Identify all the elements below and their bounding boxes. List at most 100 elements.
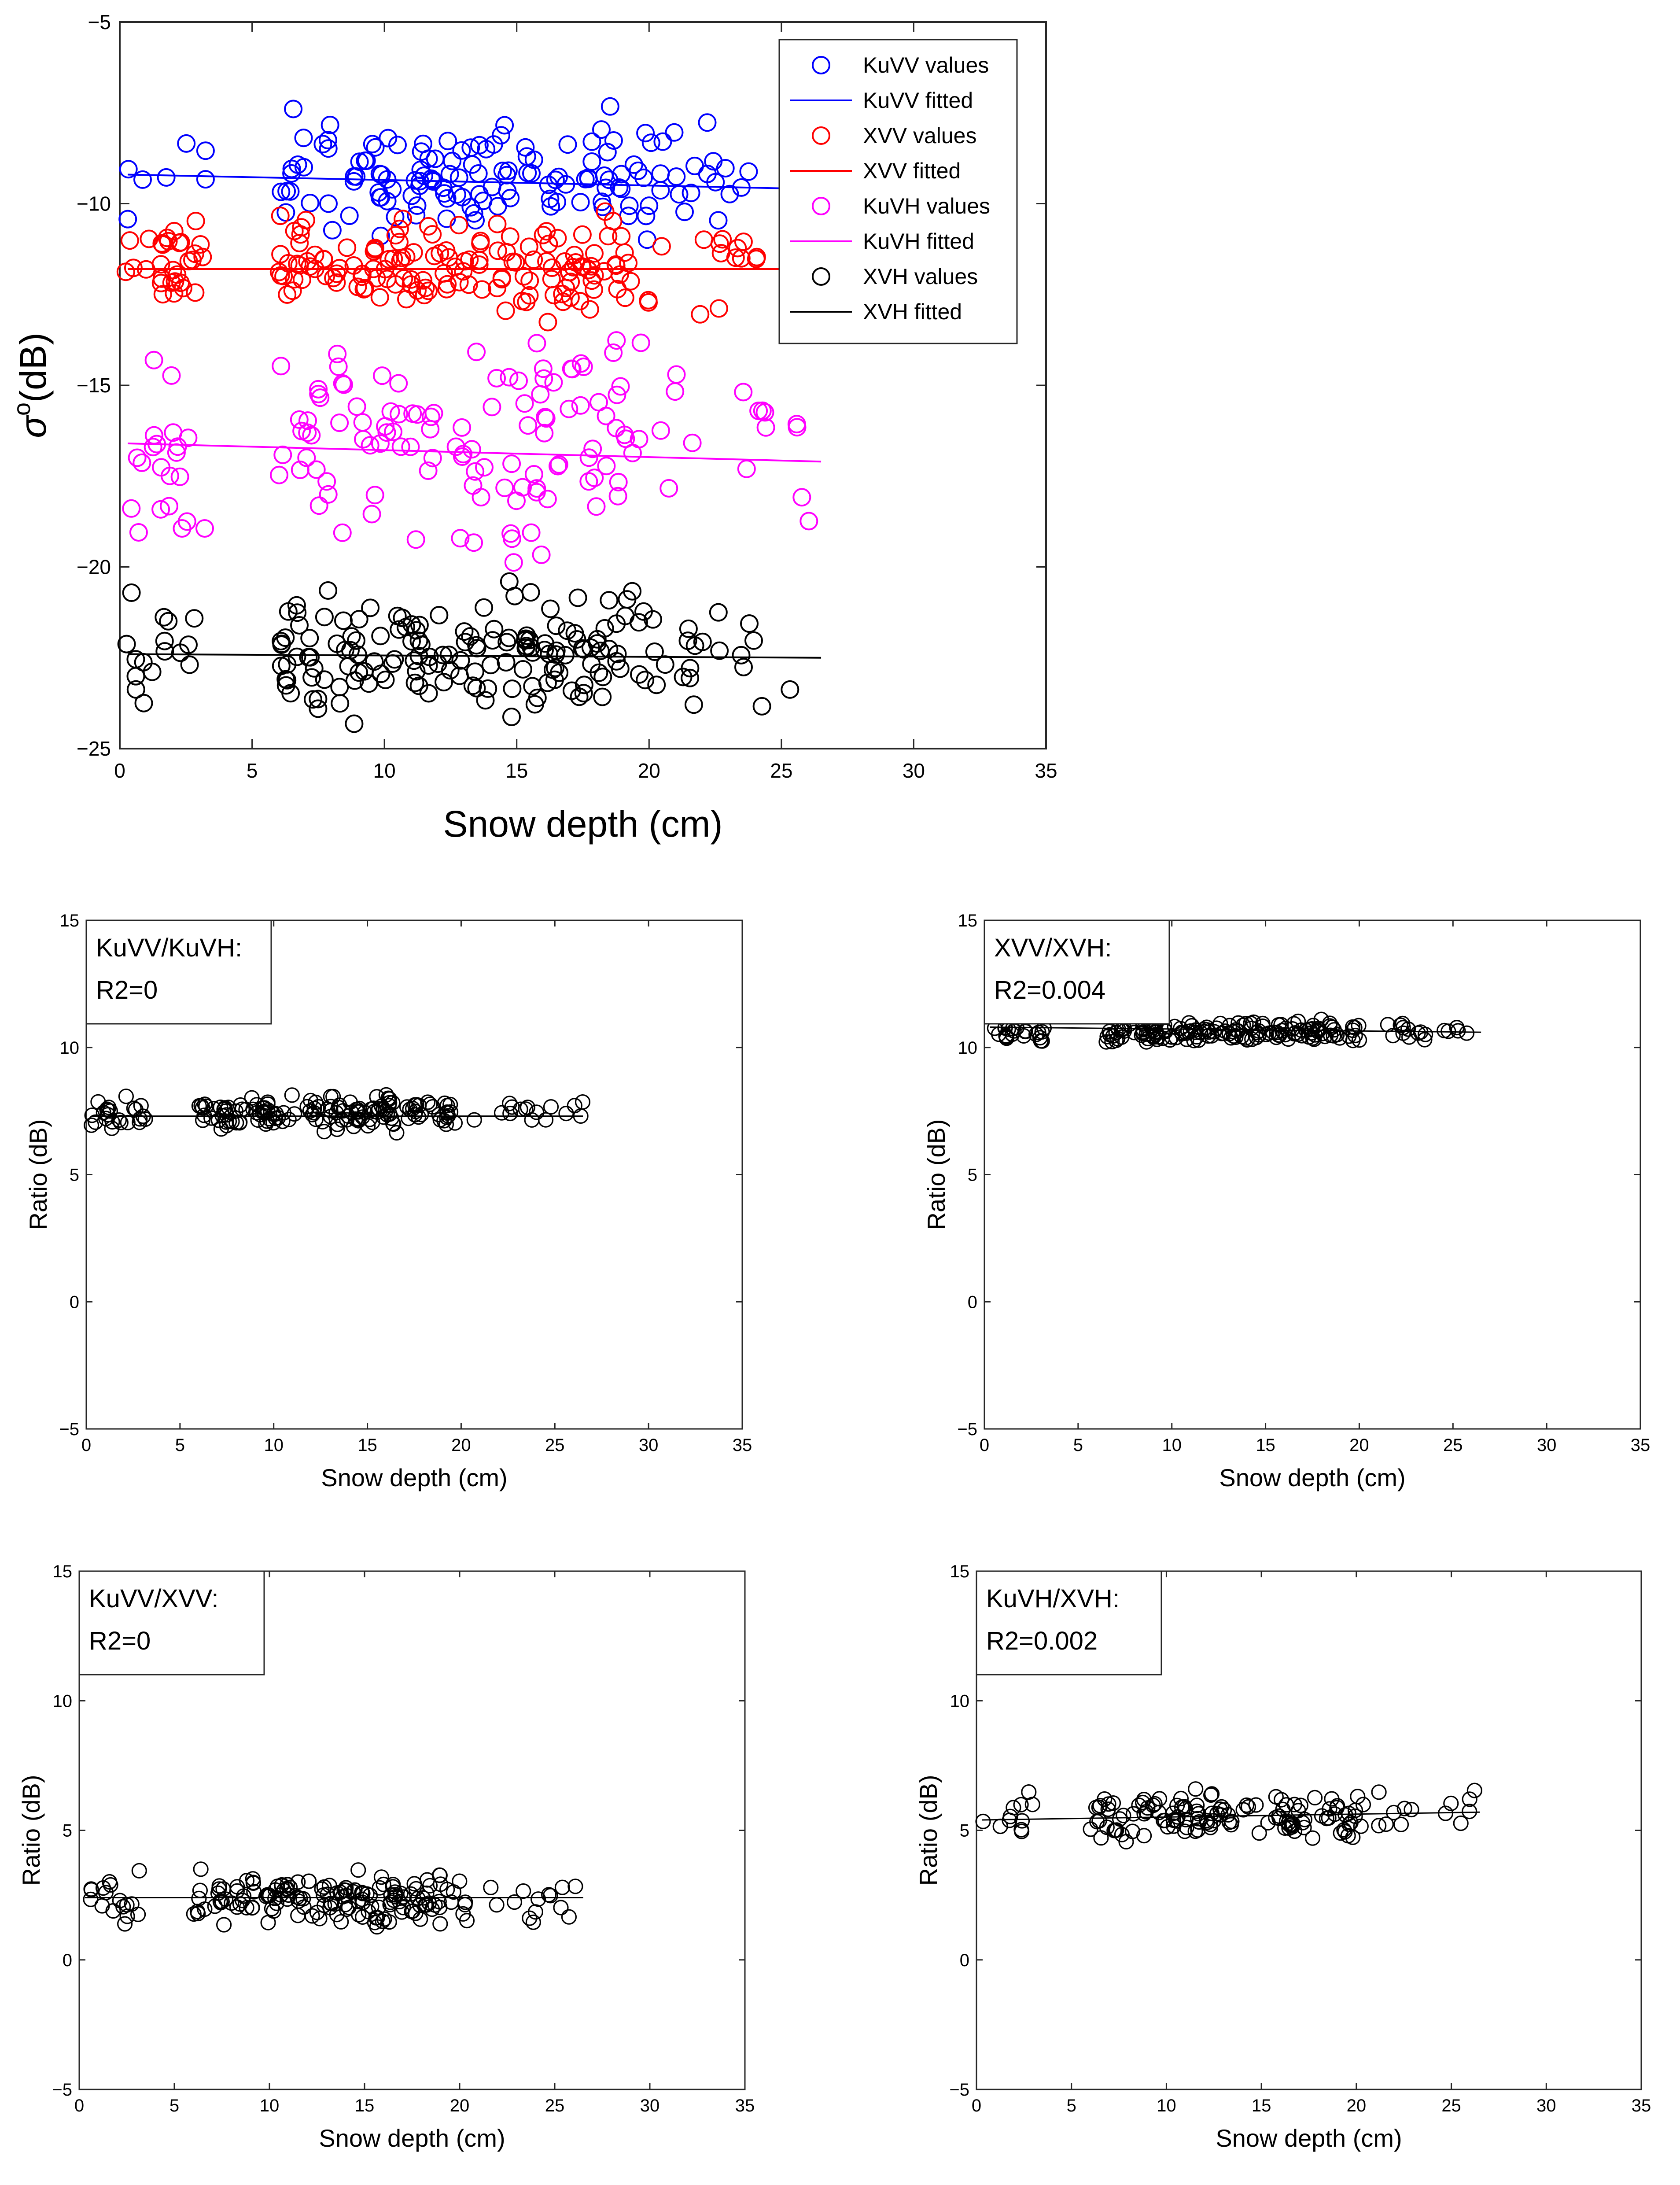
y-tick-label: −20 xyxy=(77,556,111,579)
data-point xyxy=(379,250,398,269)
data-point xyxy=(475,458,494,477)
data-point xyxy=(117,1916,133,1932)
data-point xyxy=(309,384,328,403)
fit-line xyxy=(128,653,822,659)
y-tick-label: −15 xyxy=(77,374,111,397)
data-point xyxy=(290,256,309,275)
data-point xyxy=(1203,1787,1219,1803)
data-point xyxy=(1149,1031,1165,1047)
data-point xyxy=(467,636,486,655)
data-point xyxy=(600,591,619,610)
data-point xyxy=(315,608,334,627)
x-tick-label: 15 xyxy=(505,759,528,782)
y-axis-label: Ratio (dB) xyxy=(24,1119,52,1230)
data-point xyxy=(333,374,352,393)
data-point xyxy=(684,695,703,714)
data-point xyxy=(302,668,321,687)
data-point xyxy=(347,167,366,186)
x-tick-label: 20 xyxy=(638,759,660,782)
data-point xyxy=(1190,1811,1206,1827)
data-point xyxy=(502,454,521,473)
data-point xyxy=(497,633,516,652)
data-point xyxy=(740,614,759,633)
data-point xyxy=(157,168,176,187)
data-point xyxy=(394,269,413,288)
data-point xyxy=(470,136,489,155)
data-point xyxy=(504,1099,520,1115)
data-point xyxy=(84,1117,99,1133)
data-point xyxy=(553,1900,569,1916)
y-tick-label: 5 xyxy=(960,1821,969,1841)
data-point xyxy=(711,244,730,262)
data-point xyxy=(363,135,382,154)
x-tick-label: 35 xyxy=(1632,2096,1651,2115)
data-point xyxy=(1013,1822,1029,1838)
legend-entry: XVH fitted xyxy=(863,299,962,324)
data-point xyxy=(592,120,611,139)
data-point xyxy=(370,288,389,307)
data-point xyxy=(160,497,178,516)
data-point xyxy=(713,230,732,249)
data-point xyxy=(488,241,507,260)
data-point xyxy=(277,182,296,201)
data-point xyxy=(312,1911,328,1927)
x-axis-label: Snow depth (cm) xyxy=(443,803,723,845)
data-point xyxy=(488,279,507,298)
data-point xyxy=(435,673,453,692)
data-point xyxy=(309,380,328,399)
data-point xyxy=(998,1028,1014,1044)
data-point xyxy=(593,668,612,687)
y-tick-label: −5 xyxy=(949,2080,969,2100)
data-point xyxy=(522,1910,538,1926)
data-point xyxy=(464,204,483,223)
data-point xyxy=(493,162,512,181)
data-point xyxy=(720,185,739,203)
x-tick-label: 35 xyxy=(733,1436,752,1455)
data-point xyxy=(1238,1016,1254,1032)
data-point xyxy=(451,651,470,670)
data-point xyxy=(1162,1032,1178,1048)
x-tick-label: 10 xyxy=(373,759,396,782)
data-point xyxy=(466,662,484,681)
annotation-r2: R2=0 xyxy=(96,976,158,1004)
x-tick-label: 5 xyxy=(1067,2096,1076,2115)
data-point xyxy=(565,246,584,265)
data-point xyxy=(408,196,427,215)
data-point xyxy=(319,139,338,158)
data-point xyxy=(501,524,520,543)
data-point xyxy=(612,227,631,246)
data-point xyxy=(541,599,560,618)
data-point xyxy=(1271,1027,1286,1043)
x-tick-label: 0 xyxy=(81,1436,91,1455)
data-point xyxy=(597,457,616,476)
data-point xyxy=(589,393,608,412)
data-point xyxy=(271,207,290,225)
y-axis-label: Ratio (dB) xyxy=(922,1119,950,1230)
data-point xyxy=(665,123,684,142)
data-point xyxy=(556,279,575,297)
legend-entry: KuVH fitted xyxy=(863,229,974,254)
data-point xyxy=(362,1887,378,1903)
data-point xyxy=(438,132,457,151)
data-point xyxy=(244,1090,260,1106)
data-point xyxy=(519,1100,536,1115)
data-point xyxy=(1304,1830,1321,1846)
x-tick-label: 10 xyxy=(260,2096,280,2115)
data-point xyxy=(408,281,427,300)
data-point xyxy=(1002,1809,1018,1824)
data-point xyxy=(683,433,702,452)
data-point xyxy=(394,1904,410,1920)
data-point xyxy=(694,230,713,249)
data-point xyxy=(706,173,725,192)
data-point xyxy=(457,1894,473,1910)
data-point xyxy=(278,285,297,304)
data-point xyxy=(502,1105,518,1122)
data-point xyxy=(329,357,348,376)
x-tick-label: 5 xyxy=(1073,1436,1083,1455)
data-point xyxy=(1371,1818,1387,1834)
data-point xyxy=(348,277,367,296)
data-point xyxy=(371,434,390,453)
data-point xyxy=(411,1097,427,1113)
y-tick-label: 15 xyxy=(958,911,978,930)
data-point xyxy=(644,610,662,629)
